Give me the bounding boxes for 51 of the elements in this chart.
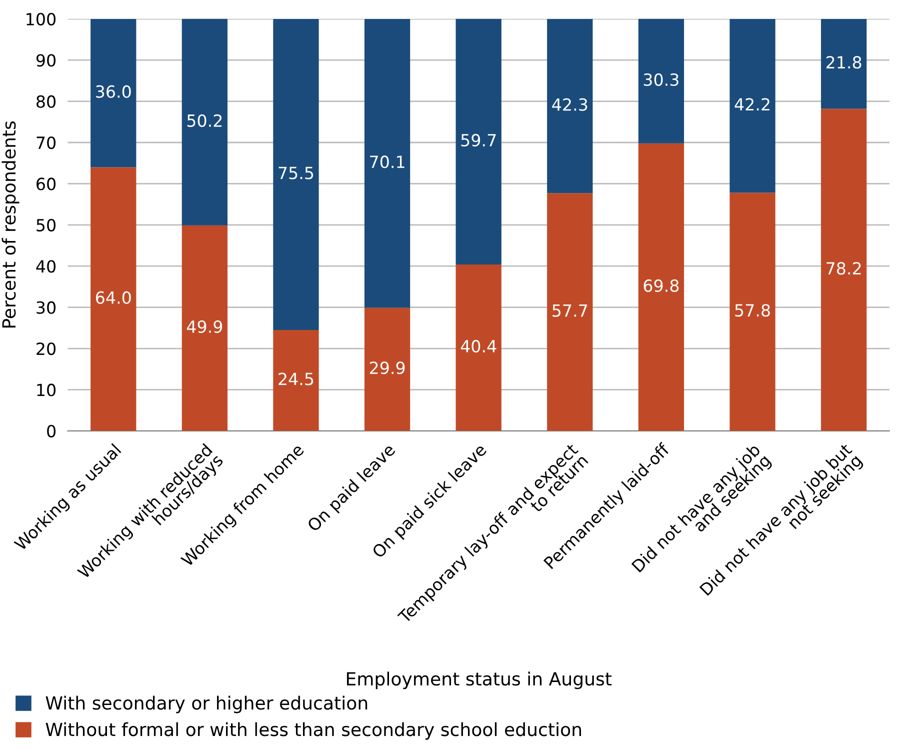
- data-label: 69.8: [644, 279, 679, 292]
- y-tick-label: 70: [36, 136, 56, 150]
- data-label: 64.0: [96, 291, 131, 304]
- bar: [730, 18, 776, 193]
- bar: [456, 18, 502, 264]
- bar: [364, 308, 410, 431]
- data-label: 50.2: [187, 114, 222, 127]
- data-label: 29.9: [370, 362, 405, 374]
- y-tick-label: 40: [36, 260, 56, 273]
- bar: [90, 167, 136, 431]
- y-tick-label: 60: [36, 178, 56, 190]
- data-label: 78.2: [826, 262, 861, 275]
- x-axis-title: Employment status in August: [346, 672, 612, 690]
- data-label: 57.8: [735, 304, 770, 317]
- bar: [273, 18, 319, 330]
- y-tick-label: 0: [47, 424, 56, 438]
- y-tick-label: 100: [26, 12, 56, 26]
- y-tick-label: 10: [37, 384, 56, 396]
- bar: [182, 225, 228, 431]
- bar: [638, 143, 684, 431]
- bar: [456, 264, 502, 431]
- bar: [364, 18, 410, 308]
- data-label: 40.4: [460, 340, 496, 353]
- data-label: 70.1: [370, 156, 404, 168]
- data-label: 59.7: [461, 134, 496, 147]
- data-label: 49.9: [186, 320, 222, 333]
- bar: [90, 18, 136, 168]
- bar: [182, 18, 228, 226]
- y-axis-title: Percent of respondents: [2, 121, 20, 328]
- bar: [547, 18, 593, 194]
- data-label: 21.8: [826, 56, 862, 69]
- legend-label: With secondary or higher education: [46, 696, 368, 714]
- bar: [820, 18, 867, 109]
- data-label: 36.0: [96, 85, 131, 98]
- data-label: 42.2: [734, 98, 770, 110]
- bar: [638, 18, 684, 144]
- data-label: 30.3: [644, 73, 678, 86]
- bar: [273, 330, 319, 431]
- legend-label: Without formal or with less than secondary school eduction: [46, 722, 581, 740]
- y-tick-label: 20: [36, 342, 56, 356]
- y-tick-label: 90: [36, 54, 56, 67]
- y-tick-label: 80: [36, 95, 56, 108]
- data-label: 42.3: [552, 98, 588, 111]
- bar: [547, 193, 593, 431]
- y-tick-label: 30: [36, 301, 56, 314]
- bar: [820, 108, 867, 431]
- data-label: 57.7: [552, 304, 588, 317]
- data-label: 24.5: [278, 372, 314, 386]
- data-label: 75.5: [278, 166, 314, 180]
- bar: [730, 192, 776, 431]
- y-tick-label: 50: [36, 218, 56, 232]
